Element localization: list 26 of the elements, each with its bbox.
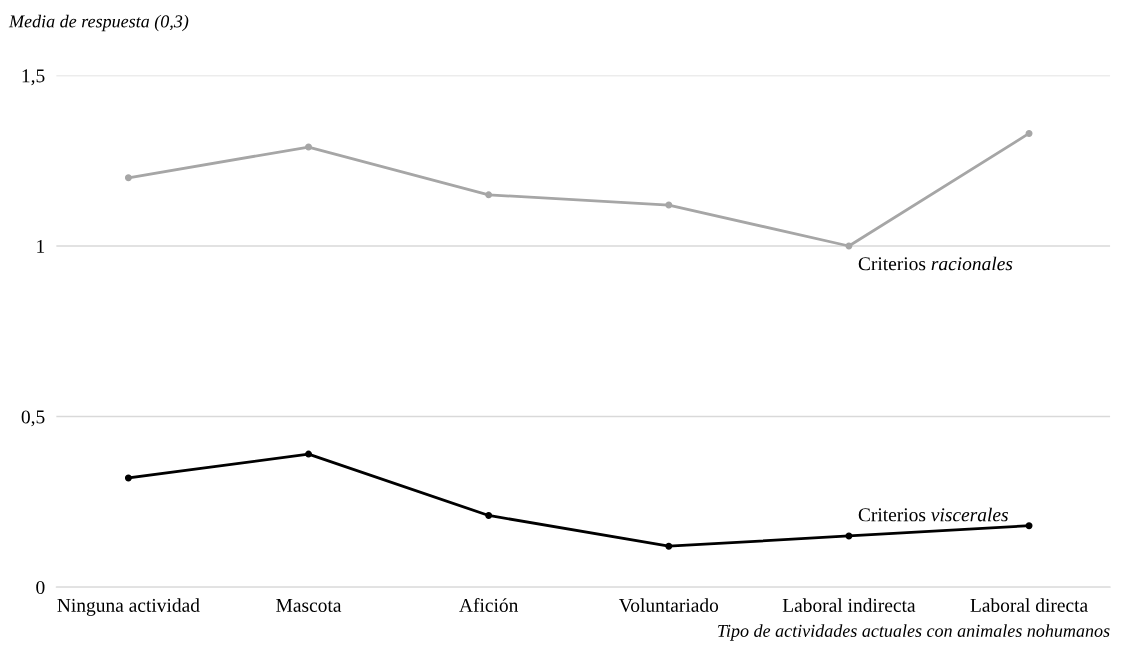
x-tick-label: Laboral indirecta	[782, 598, 916, 612]
point	[305, 450, 313, 458]
point	[485, 191, 493, 199]
x-tick-label: Laboral directa	[970, 598, 1088, 612]
y-tick-label: 1,5	[22, 69, 45, 86]
x-tick-label: Voluntariado	[618, 598, 719, 613]
point	[845, 242, 853, 250]
point	[305, 143, 313, 151]
point	[485, 512, 493, 519]
point	[1025, 129, 1033, 137]
point	[665, 542, 673, 550]
y-tick-label: 0	[36, 580, 45, 595]
y-axis-title: Media de respuesta (0,3)	[8, 14, 189, 32]
point	[124, 174, 132, 182]
x-axis-title: Tipo de actividades actuales con animales nohumanos	[718, 624, 1110, 641]
point	[1025, 522, 1033, 530]
x-tick-label: Afición	[459, 598, 519, 612]
point	[845, 532, 853, 540]
series-label: Criterios racionales	[858, 256, 1013, 271]
x-tick-label: Ninguna actividad	[57, 598, 200, 616]
point	[124, 474, 132, 482]
y-tick-label: 1	[37, 239, 45, 253]
y-tick-label: 0,5	[21, 410, 45, 427]
point	[665, 201, 673, 209]
x-tick-label: Mascota	[276, 598, 342, 612]
series-label: Criterios viscerales	[858, 507, 1008, 522]
